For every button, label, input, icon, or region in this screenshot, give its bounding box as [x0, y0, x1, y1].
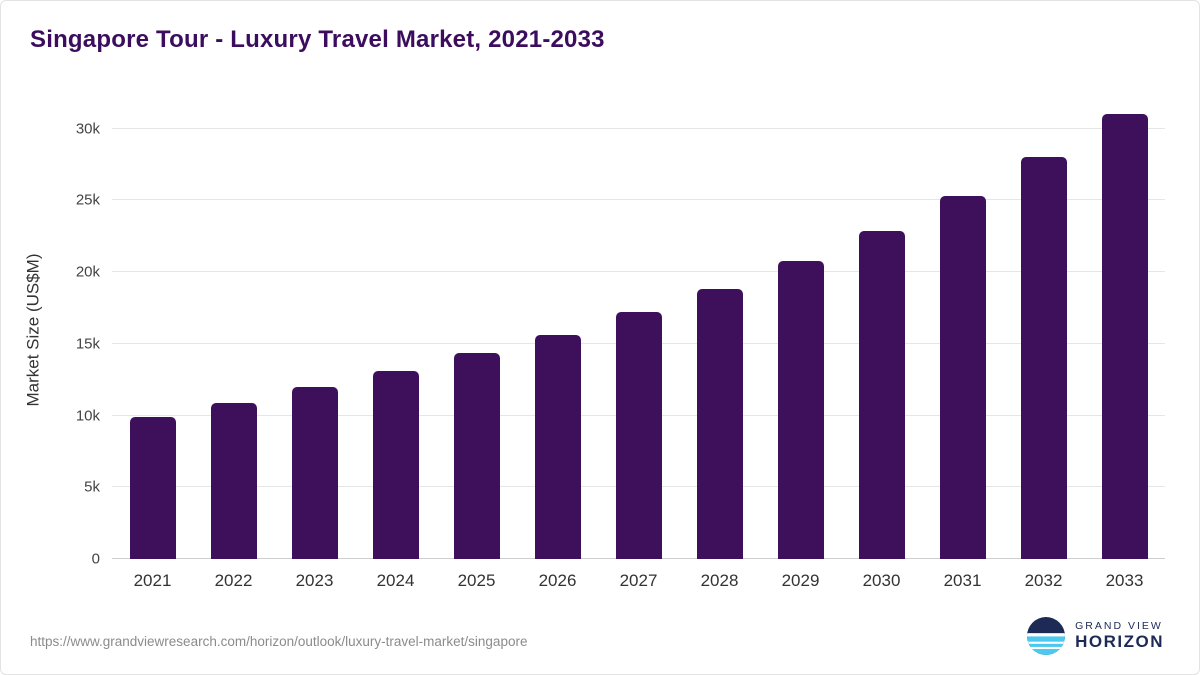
bar-slot: [1003, 100, 1084, 559]
plot-area: 0 5k 10k 15k 20k 25k 30k 2021 2022 2023 2024 2025 2…: [76, 100, 1165, 590]
x-tick-label-2021: 2021: [133, 571, 172, 590]
bar-slot: [598, 100, 679, 559]
y-tick-label: 30k: [75, 120, 100, 138]
chart-title: Singapore Tour - Luxury Travel Market, 2…: [30, 26, 605, 53]
x-tick-label-2026: 2026: [538, 571, 577, 590]
bar-slot: [112, 100, 193, 559]
bar-2033[interactable]: [1101, 114, 1148, 559]
bar-slot: [922, 100, 1003, 559]
bar-slot: [274, 100, 355, 559]
bar-2032[interactable]: [1020, 157, 1067, 559]
grand-view-horizon-logo: GRAND VIEW HORIZON: [1027, 617, 1164, 655]
x-tick-label-2023: 2023: [295, 571, 334, 590]
gridline: [112, 271, 1165, 273]
bar-slot: [841, 100, 922, 559]
y-tick-label: 15k: [75, 335, 100, 353]
x-axis-labels: 2021 2022 2023 2024 2025 2026 2027 2028 2029 2030…: [112, 571, 1165, 591]
bar-2031[interactable]: [939, 196, 986, 559]
bars-layer: [112, 100, 1165, 559]
x-tick-label-2024: 2024: [376, 571, 415, 590]
y-tick-label: 20k: [75, 263, 100, 281]
source-url: https://www.grandviewresearch.com/horizo…: [30, 634, 528, 649]
bar-2022[interactable]: [210, 403, 257, 559]
x-tick-label-2032: 2032: [1024, 571, 1063, 590]
y-tick-label: 5k: [84, 478, 100, 496]
brand-text: GRAND VIEW HORIZON: [1075, 620, 1164, 652]
bar-2021[interactable]: [129, 417, 176, 559]
x-tick-label-2025: 2025: [457, 571, 496, 590]
y-tick-label: 10k: [75, 407, 100, 425]
bar-2028[interactable]: [696, 289, 743, 559]
y-tick-label: 25k: [75, 191, 100, 209]
brand-name-bottom: HORIZON: [1075, 632, 1164, 652]
y-tick-label: 0: [91, 550, 100, 568]
bar-slot: [679, 100, 760, 559]
x-tick-label-2031: 2031: [943, 571, 982, 590]
x-tick-label-2027: 2027: [619, 571, 658, 590]
bar-slot: [193, 100, 274, 559]
bar-2026[interactable]: [534, 334, 581, 559]
x-tick-label-2022: 2022: [214, 571, 253, 590]
bar-2025[interactable]: [453, 353, 500, 559]
bar-2027[interactable]: [615, 312, 662, 559]
gridline: [112, 199, 1165, 201]
bar-slot: [355, 100, 436, 559]
bar-2029[interactable]: [777, 260, 824, 559]
bar-slot: [517, 100, 598, 559]
x-tick-label-2033: 2033: [1105, 571, 1144, 590]
brand-name-top: GRAND VIEW: [1075, 620, 1163, 633]
horizon-sun-icon: [1027, 617, 1066, 655]
bar-slot: [760, 100, 841, 559]
bar-2023[interactable]: [291, 386, 338, 559]
bar-slot: [436, 100, 517, 559]
x-tick-label-2029: 2029: [781, 571, 820, 590]
x-tick-label-2030: 2030: [862, 571, 901, 590]
gridline: [112, 127, 1165, 129]
bar-slot: [1084, 100, 1165, 559]
bar-2030[interactable]: [858, 230, 905, 559]
bar-2024[interactable]: [372, 371, 419, 559]
x-tick-label-2028: 2028: [700, 571, 739, 590]
